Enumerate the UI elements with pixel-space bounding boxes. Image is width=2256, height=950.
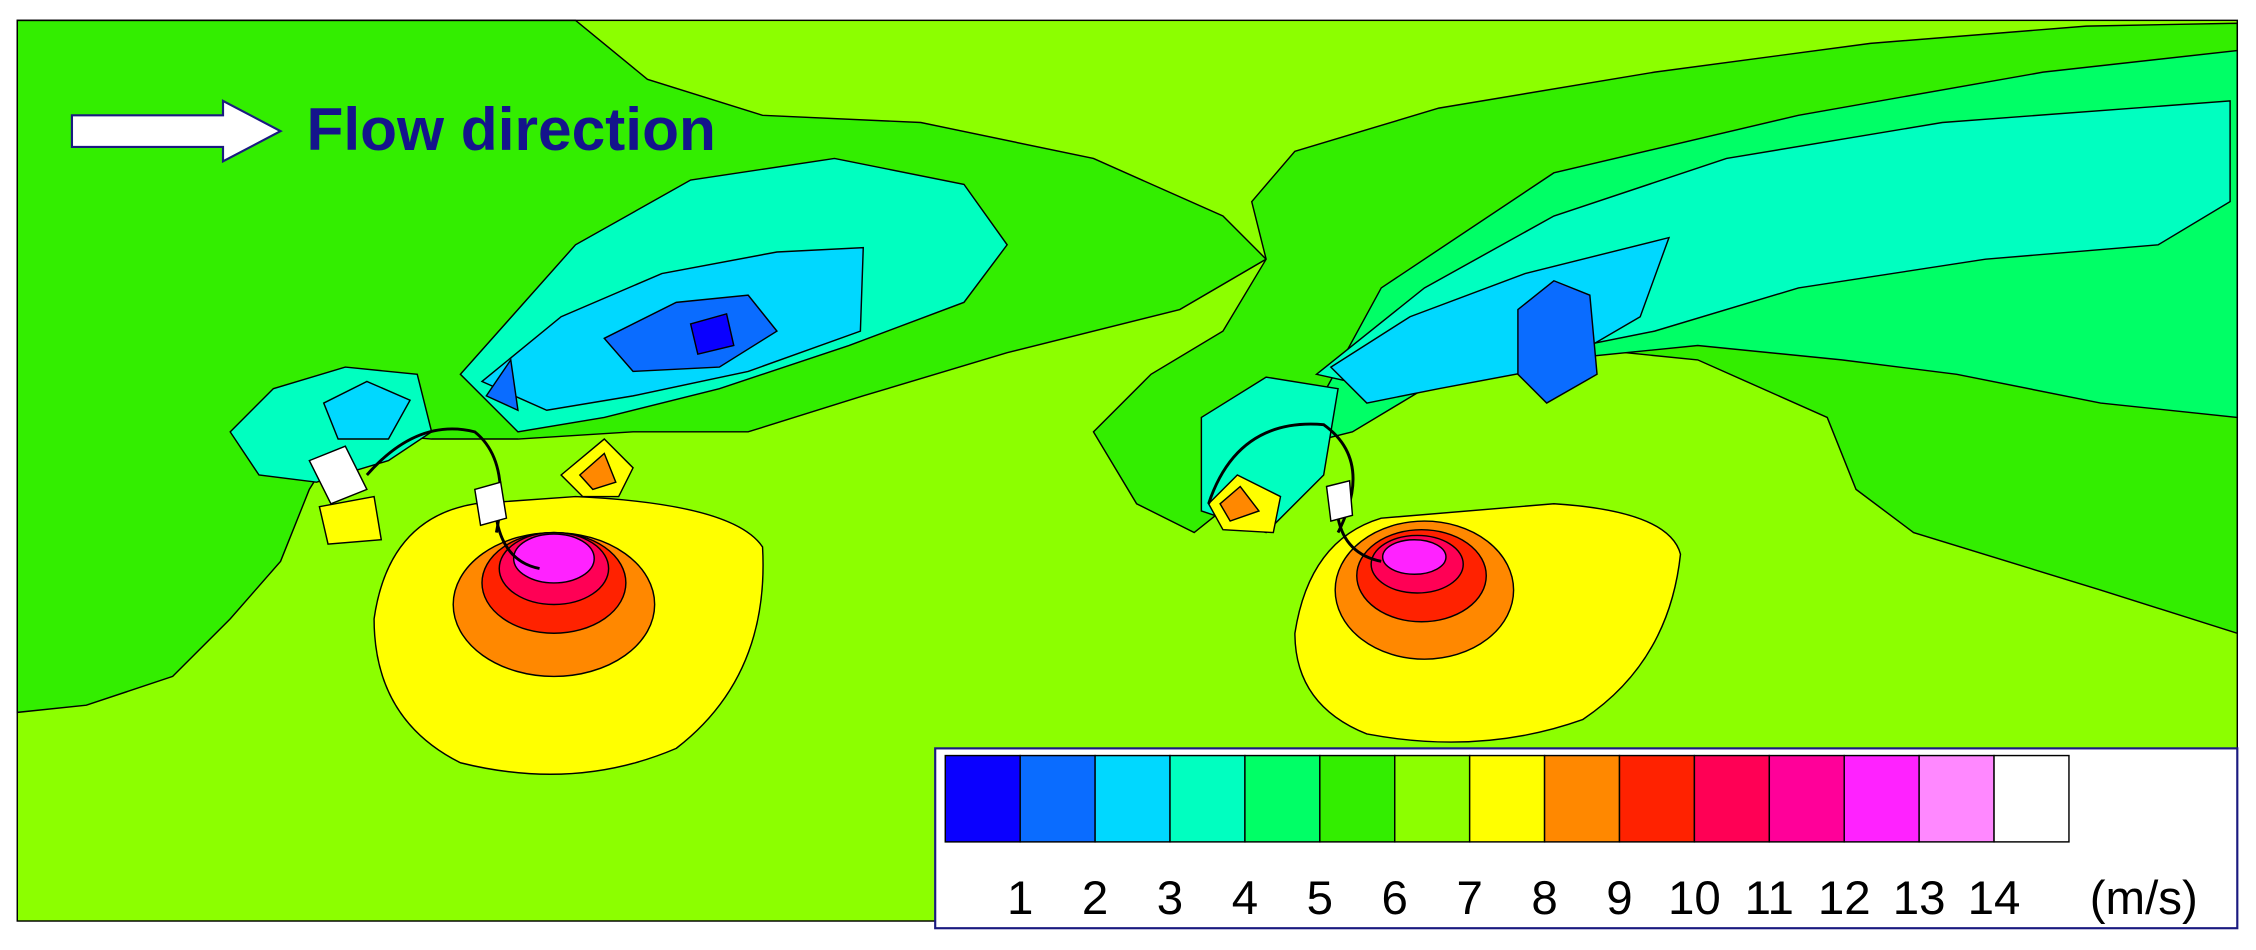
- legend-swatch: [1094, 754, 1171, 843]
- legend-swatch: [944, 754, 1021, 843]
- legend-level-label: 14: [1968, 872, 2021, 925]
- legend-swatch: [1843, 754, 1920, 843]
- legend-swatch: [1543, 754, 1621, 843]
- flow-direction-label: Flow direction: [306, 95, 715, 163]
- legend-level-label: 13: [1893, 872, 1946, 925]
- contour-region: [485, 357, 519, 412]
- wake-lobe-left: [318, 438, 764, 775]
- legend-level-label: 5: [1307, 872, 1333, 925]
- legend-level-label: 1: [1007, 872, 1033, 925]
- legend-swatch: [1993, 754, 2070, 843]
- legend-swatch: [1918, 754, 1995, 843]
- legend-swatch: [1693, 754, 1771, 843]
- legend-level-label: 6: [1382, 872, 1408, 925]
- legend-swatch: [1169, 754, 1246, 843]
- legend-level-label: 2: [1082, 872, 1108, 925]
- contour-region: [322, 380, 412, 440]
- legend-swatch: [1468, 754, 1546, 843]
- legend-level-label: 3: [1157, 872, 1183, 925]
- contour-region: [1329, 236, 1671, 404]
- wake-lobe-right: [1207, 474, 1682, 743]
- legend-level-label: 12: [1818, 872, 1871, 925]
- legend-swatch: [1618, 754, 1696, 843]
- turbine-hub: [308, 445, 368, 505]
- legend-level-label: 7: [1456, 872, 1482, 925]
- legend-swatch: [1019, 754, 1096, 843]
- legend-level-label: 11: [1745, 872, 1794, 925]
- legend-level-label: 4: [1232, 872, 1258, 925]
- flow-arrow: [70, 99, 283, 164]
- colorbar-legend: (m/s) 1 2 3 4 5 6 7 8 9 10 11 12 13 14: [934, 747, 2239, 930]
- legend-swatch: [1768, 754, 1845, 843]
- legend-level-label: 8: [1531, 872, 1557, 925]
- legend-swatch: [1394, 754, 1471, 843]
- contour-region: [603, 294, 779, 373]
- contour-region: [1517, 279, 1598, 404]
- legend-level-label: 10: [1668, 872, 1721, 925]
- legend-level-label: 9: [1606, 872, 1632, 925]
- legend-unit: (m/s): [2090, 872, 2198, 925]
- contour-field: [16, 19, 2239, 922]
- contour-region: [689, 312, 735, 356]
- legend-swatch: [1244, 754, 1321, 843]
- turbine-hub: [1325, 479, 1354, 522]
- turbine-hub: [473, 481, 508, 527]
- legend-swatch: [1319, 754, 1396, 843]
